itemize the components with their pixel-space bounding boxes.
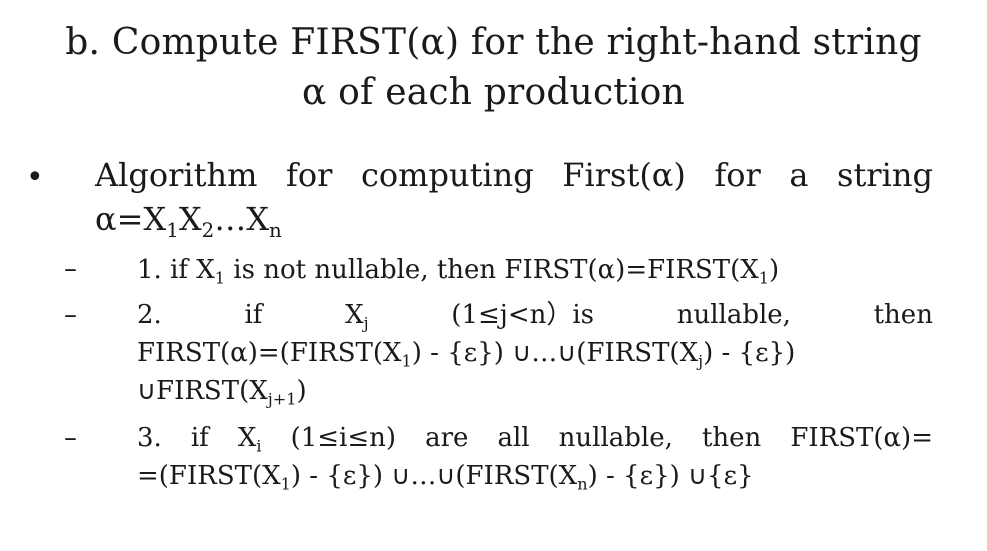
ellipsis-x: …X — [214, 200, 270, 238]
rule-word: if — [190, 423, 209, 453]
rule-3: 3. if Xi (1≤i≤n) are all nullable, then … — [137, 419, 933, 495]
union-symbol: ∪ — [512, 338, 532, 368]
rule-text: ) - {ε}) — [290, 461, 392, 491]
rule-text: (FIRST(X — [455, 461, 578, 491]
rule-1: 1. if X1 is not nullable, then FIRST(α)=… — [137, 251, 933, 289]
rule-word: are — [425, 423, 469, 453]
rule-word: all — [497, 423, 530, 453]
algorithm-line-2: α=X1X2…Xn — [95, 197, 933, 241]
subscript: n — [269, 218, 282, 242]
rule-word: nullable, — [676, 300, 791, 330]
symbol-x: X — [345, 300, 364, 330]
rule-text: 1. if X — [137, 255, 215, 285]
rule-2: 2. if Xj (1≤j<n）is nullable, then FIRST(… — [137, 296, 933, 410]
rule-3-line-1: 3. if Xi (1≤i≤n) are all nullable, then … — [137, 419, 933, 457]
dash-marker: – — [64, 254, 77, 284]
rule-text: ) - {ε}) — [703, 338, 796, 368]
subscript: j — [698, 351, 704, 371]
dash-marker: – — [64, 423, 77, 453]
algorithm-word: for — [285, 156, 333, 194]
ellipsis: … — [410, 461, 437, 491]
subscript: n — [577, 474, 588, 494]
subscript: 1 — [166, 218, 179, 242]
ellipsis: … — [531, 338, 558, 368]
algorithm-heading: Algorithm for computing First(α) for a s… — [95, 153, 933, 241]
algorithm-word: for — [714, 156, 761, 194]
union-symbol: ∪ — [557, 338, 577, 368]
rule-word: if — [244, 300, 263, 330]
rule-text: is not nullable, then FIRST(α)=FIRST(X — [225, 255, 759, 285]
rule-2-line-1: 2. if Xj (1≤j<n）is nullable, then — [137, 296, 933, 334]
algorithm-word: Algorithm — [95, 156, 258, 194]
rule-text: FIRST(α)=(FIRST(X — [137, 338, 402, 368]
rule-text: ) - {ε}) — [411, 338, 513, 368]
string-prefix: α=X — [95, 200, 167, 238]
rule-word: then — [873, 300, 933, 330]
subscript: i — [256, 436, 262, 456]
rule-word: nullable, — [558, 423, 673, 453]
rule-text: =(FIRST(X — [137, 461, 281, 491]
rule-word: Xj — [345, 296, 369, 334]
bullet-icon: • — [26, 160, 44, 195]
algorithm-word: string — [837, 156, 933, 194]
rule-text: ) — [769, 255, 780, 285]
rule-text: {ε} — [707, 461, 754, 491]
rule-word: Xi — [238, 419, 262, 457]
rule-word: (1≤j<n）is — [451, 300, 595, 330]
subscript: 1 — [401, 351, 412, 371]
subscript: 1 — [758, 268, 770, 288]
rule-text: FIRST(X — [156, 376, 268, 406]
union-symbol: ∪ — [688, 461, 708, 491]
rule-text: ) - {ε}) — [587, 461, 689, 491]
rule-word: 2. — [137, 300, 162, 330]
union-symbol: ∪ — [137, 376, 157, 406]
subscript: j+1 — [267, 389, 297, 409]
rule-word: (1≤i≤n) — [290, 423, 397, 453]
rule-word: then — [701, 423, 762, 453]
algorithm-word: a — [789, 156, 809, 194]
rule-word: 3. — [137, 423, 162, 453]
dash-marker: – — [64, 300, 77, 330]
algorithm-word: computing — [360, 156, 534, 194]
subscript: 1 — [280, 474, 291, 494]
subscript: j — [363, 313, 369, 333]
symbol-x: X — [237, 423, 257, 453]
rule-text: ) — [296, 376, 307, 406]
title-line-2: α of each production — [302, 72, 685, 113]
union-symbol: ∪ — [436, 461, 456, 491]
title-line-1: b. Compute FIRST(α) for the right-hand s… — [65, 22, 922, 63]
subscript: 2 — [201, 218, 215, 242]
symbol-x: X — [178, 200, 202, 238]
rule-word: FIRST(α)= — [790, 423, 933, 453]
rule-3-line-2: =(FIRST(X1) - {ε}) ∪…∪(FIRST(Xn) - {ε}) … — [137, 457, 933, 495]
subscript: 1 — [214, 268, 226, 288]
rule-text: (FIRST(X — [576, 338, 699, 368]
rule-2-line-3: ∪FIRST(Xj+1) — [137, 372, 933, 410]
rule-2-line-2: FIRST(α)=(FIRST(X1) - {ε}) ∪…∪(FIRST(Xj)… — [137, 334, 933, 372]
algorithm-line-1: Algorithm for computing First(α) for a s… — [95, 153, 933, 197]
slide-title: b. Compute FIRST(α) for the right-hand s… — [0, 18, 987, 118]
algorithm-word: First(α) — [562, 156, 686, 194]
union-symbol: ∪ — [391, 461, 411, 491]
